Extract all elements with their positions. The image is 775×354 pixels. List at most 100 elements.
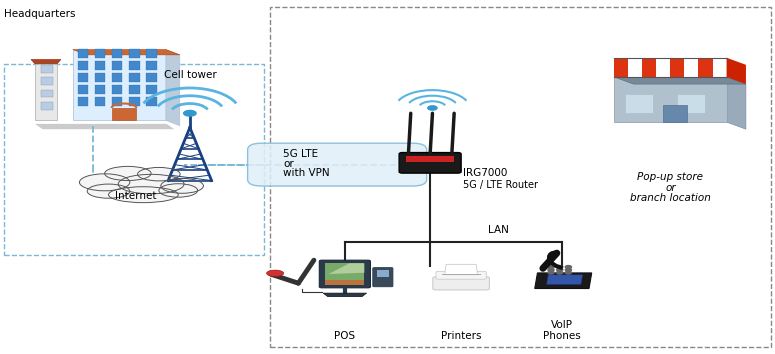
Polygon shape (41, 90, 53, 97)
Polygon shape (377, 270, 389, 277)
Polygon shape (112, 49, 122, 58)
FancyBboxPatch shape (248, 143, 426, 186)
Polygon shape (129, 97, 140, 106)
Text: or: or (665, 183, 676, 193)
Polygon shape (95, 73, 105, 82)
Polygon shape (329, 263, 364, 274)
Polygon shape (112, 108, 136, 120)
Text: branch location: branch location (630, 193, 711, 203)
Polygon shape (41, 77, 53, 85)
Polygon shape (727, 58, 746, 84)
Text: with VPN: with VPN (283, 168, 329, 178)
Ellipse shape (118, 175, 184, 194)
Polygon shape (146, 73, 157, 82)
Text: LAN: LAN (488, 225, 509, 235)
Polygon shape (712, 58, 727, 77)
Polygon shape (41, 102, 53, 110)
Polygon shape (642, 58, 656, 77)
Ellipse shape (159, 184, 198, 197)
Circle shape (565, 266, 571, 268)
Ellipse shape (109, 187, 178, 202)
Circle shape (428, 106, 437, 110)
Circle shape (565, 268, 571, 271)
Text: Printers: Printers (441, 331, 481, 341)
Polygon shape (95, 61, 105, 70)
Ellipse shape (267, 270, 284, 276)
Polygon shape (727, 77, 746, 129)
Polygon shape (112, 73, 122, 82)
Polygon shape (406, 156, 454, 162)
Polygon shape (326, 263, 364, 285)
Ellipse shape (161, 178, 203, 193)
Polygon shape (129, 49, 140, 58)
Text: Cell tower: Cell tower (164, 70, 216, 80)
Polygon shape (78, 85, 88, 94)
Polygon shape (73, 50, 180, 55)
Circle shape (548, 266, 554, 268)
Text: 5G LTE: 5G LTE (283, 149, 318, 159)
Polygon shape (78, 97, 88, 106)
Polygon shape (78, 49, 88, 58)
FancyBboxPatch shape (319, 260, 370, 288)
Polygon shape (73, 50, 166, 120)
Polygon shape (656, 58, 670, 77)
Polygon shape (684, 58, 698, 77)
Text: Headquarters: Headquarters (4, 9, 75, 19)
Circle shape (556, 271, 563, 274)
Ellipse shape (87, 184, 130, 198)
FancyBboxPatch shape (432, 277, 490, 290)
Polygon shape (146, 49, 157, 58)
Polygon shape (663, 105, 687, 122)
Text: VoIP: VoIP (551, 320, 573, 330)
Polygon shape (614, 58, 629, 77)
Polygon shape (129, 85, 140, 94)
Circle shape (556, 268, 563, 271)
Text: Phones: Phones (543, 331, 580, 341)
Ellipse shape (138, 167, 180, 181)
Polygon shape (625, 94, 653, 113)
Polygon shape (112, 97, 122, 106)
Polygon shape (670, 58, 684, 77)
FancyBboxPatch shape (436, 271, 487, 279)
FancyBboxPatch shape (399, 153, 461, 173)
Polygon shape (129, 73, 140, 82)
Polygon shape (146, 97, 157, 106)
Polygon shape (166, 50, 180, 126)
Polygon shape (95, 49, 105, 58)
Text: Internet: Internet (115, 192, 157, 201)
Polygon shape (35, 64, 57, 120)
Text: or: or (283, 159, 294, 169)
FancyBboxPatch shape (373, 268, 393, 287)
Polygon shape (445, 264, 477, 275)
Polygon shape (78, 73, 88, 82)
Circle shape (565, 271, 571, 274)
Circle shape (184, 110, 196, 116)
Polygon shape (95, 85, 105, 94)
Polygon shape (629, 58, 642, 77)
Circle shape (548, 268, 554, 271)
Polygon shape (698, 58, 712, 77)
Polygon shape (146, 85, 157, 94)
Polygon shape (614, 77, 727, 122)
Polygon shape (31, 59, 61, 64)
Polygon shape (95, 97, 105, 106)
Circle shape (556, 266, 563, 268)
Polygon shape (41, 65, 53, 73)
Polygon shape (146, 61, 157, 70)
Polygon shape (129, 61, 140, 70)
Text: POS: POS (334, 331, 356, 341)
Ellipse shape (105, 166, 151, 181)
Polygon shape (112, 61, 122, 70)
Text: Pop-up store: Pop-up store (637, 172, 704, 182)
Polygon shape (35, 124, 174, 129)
Circle shape (548, 271, 554, 274)
Polygon shape (677, 94, 704, 113)
Polygon shape (112, 85, 122, 94)
Polygon shape (323, 293, 367, 297)
Polygon shape (78, 61, 88, 70)
Polygon shape (535, 273, 592, 289)
Text: IRG7000: IRG7000 (463, 169, 508, 178)
Text: 5G / LTE Router: 5G / LTE Router (463, 180, 539, 190)
Ellipse shape (79, 174, 130, 191)
Polygon shape (546, 275, 583, 284)
